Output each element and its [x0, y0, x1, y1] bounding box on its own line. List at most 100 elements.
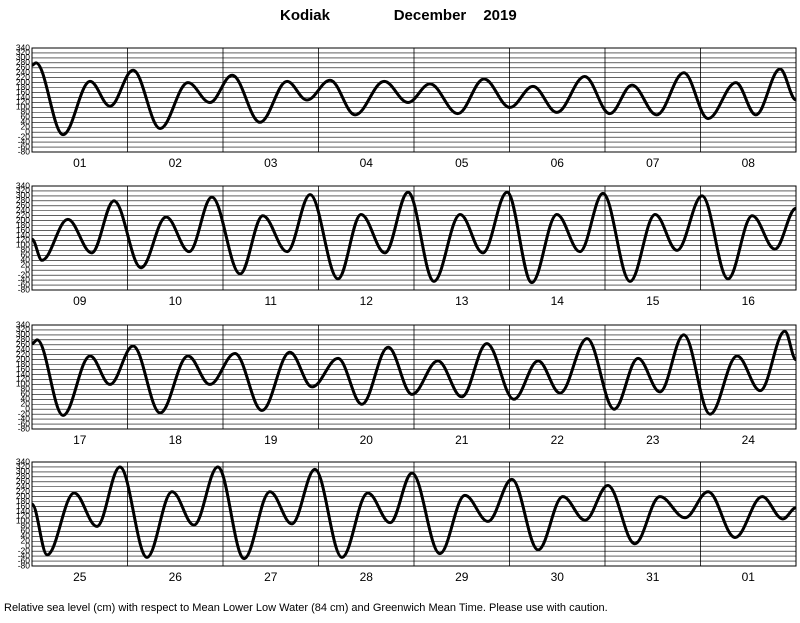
y-tick-label: -40: [18, 413, 31, 423]
y-tick-label: 160: [16, 501, 30, 511]
y-tick-label: 280: [16, 471, 30, 481]
day-label: 23: [646, 433, 660, 447]
day-label: 01: [73, 156, 87, 170]
day-label: 21: [455, 433, 469, 447]
y-tick-label: 40: [21, 117, 31, 127]
y-tick-label: 160: [16, 364, 30, 374]
day-label: 07: [646, 156, 660, 170]
y-tick-label: 240: [16, 344, 30, 354]
y-tick-label: 220: [16, 349, 30, 359]
y-tick-label: 300: [16, 329, 30, 339]
y-tick-label: 280: [16, 334, 30, 344]
y-tick-label: 300: [16, 190, 30, 200]
y-tick-label: 20: [21, 535, 31, 545]
tide-curve: [31, 61, 797, 137]
day-label: 31: [646, 570, 660, 584]
y-tick-label: 80: [21, 245, 31, 255]
y-tick-label: 320: [16, 324, 30, 334]
day-label: 06: [551, 156, 565, 170]
y-tick-label: 80: [21, 384, 31, 394]
y-tick-label: 200: [16, 354, 30, 364]
y-tick-label: -60: [18, 141, 31, 151]
y-tick-label: 140: [16, 92, 30, 102]
tide-curve: [30, 465, 797, 561]
day-label: 08: [742, 156, 756, 170]
day-label: 29: [455, 570, 469, 584]
y-tick-label: -80: [18, 560, 31, 570]
y-tick-label: 100: [16, 102, 30, 112]
day-label: 19: [264, 433, 278, 447]
month: December: [394, 7, 467, 24]
y-tick-label: 0: [25, 264, 30, 274]
y-tick-label: 320: [16, 185, 30, 195]
y-tick-label: 220: [16, 72, 30, 82]
day-label: 04: [360, 156, 374, 170]
y-tick-label: 60: [21, 526, 31, 536]
y-tick-label: 340: [16, 180, 30, 190]
day-label: 20: [360, 433, 374, 447]
day-label: 18: [169, 433, 183, 447]
day-label: 26: [169, 570, 183, 584]
y-tick-label: -20: [18, 545, 31, 555]
station: Kodiak: [280, 7, 331, 24]
day-label: 16: [742, 294, 756, 308]
y-tick-label: 300: [16, 52, 30, 62]
y-tick-label: -60: [18, 555, 31, 565]
y-tick-label: -40: [18, 550, 31, 560]
y-tick-label: 180: [16, 359, 30, 369]
y-tick-label: 160: [16, 87, 30, 97]
y-tick-label: 60: [21, 389, 31, 399]
y-tick-label: 120: [16, 97, 30, 107]
day-label: 13: [455, 294, 469, 308]
y-tick-label: 340: [16, 42, 30, 52]
y-tick-label: 140: [16, 369, 30, 379]
y-tick-label: 220: [16, 210, 30, 220]
y-tick-label: 100: [16, 516, 30, 526]
y-tick-label: -60: [18, 279, 31, 289]
day-label: 10: [169, 294, 183, 308]
y-tick-label: 40: [21, 255, 31, 265]
y-tick-label: 260: [16, 62, 30, 72]
y-tick-label: -80: [18, 146, 31, 156]
y-tick-label: 140: [16, 506, 30, 516]
y-tick-label: 80: [21, 521, 31, 531]
y-tick-label: 160: [16, 225, 30, 235]
day-label: 17: [73, 433, 87, 447]
y-tick-label: 140: [16, 230, 30, 240]
y-tick-label: 40: [21, 531, 31, 541]
y-tick-label: 0: [25, 540, 30, 550]
y-tick-label: 320: [16, 461, 30, 471]
year: 2019: [483, 7, 516, 24]
y-tick-label: 200: [16, 77, 30, 87]
y-tick-label: 260: [16, 200, 30, 210]
day-label: 02: [169, 156, 183, 170]
day-label: 09: [73, 294, 87, 308]
footer-note: Relative sea level (cm) with respect to …: [4, 602, 608, 614]
tide-curve: [31, 190, 797, 285]
y-tick-label: 20: [21, 121, 31, 131]
y-tick-label: -40: [18, 136, 31, 146]
y-tick-label: 240: [16, 67, 30, 77]
y-tick-label: 240: [16, 205, 30, 215]
y-tick-label: -80: [18, 284, 31, 294]
y-tick-label: 120: [16, 374, 30, 384]
day-label: 03: [264, 156, 278, 170]
y-tick-label: 100: [16, 379, 30, 389]
y-tick-label: 340: [16, 456, 30, 466]
y-tick-label: 120: [16, 511, 30, 521]
y-tick-label: 20: [21, 398, 31, 408]
y-tick-label: 180: [16, 82, 30, 92]
day-label: 14: [551, 294, 565, 308]
day-label: 28: [360, 570, 374, 584]
y-tick-label: 340: [16, 319, 30, 329]
day-label: 05: [455, 156, 469, 170]
y-tick-label: -20: [18, 408, 31, 418]
y-tick-label: -80: [18, 423, 31, 433]
y-tick-label: 0: [25, 403, 30, 413]
day-label: 01: [742, 570, 756, 584]
day-label: 15: [646, 294, 660, 308]
y-tick-label: 100: [16, 240, 30, 250]
y-tick-label: 180: [16, 220, 30, 230]
y-tick-label: 280: [16, 57, 30, 67]
y-tick-label: 260: [16, 339, 30, 349]
